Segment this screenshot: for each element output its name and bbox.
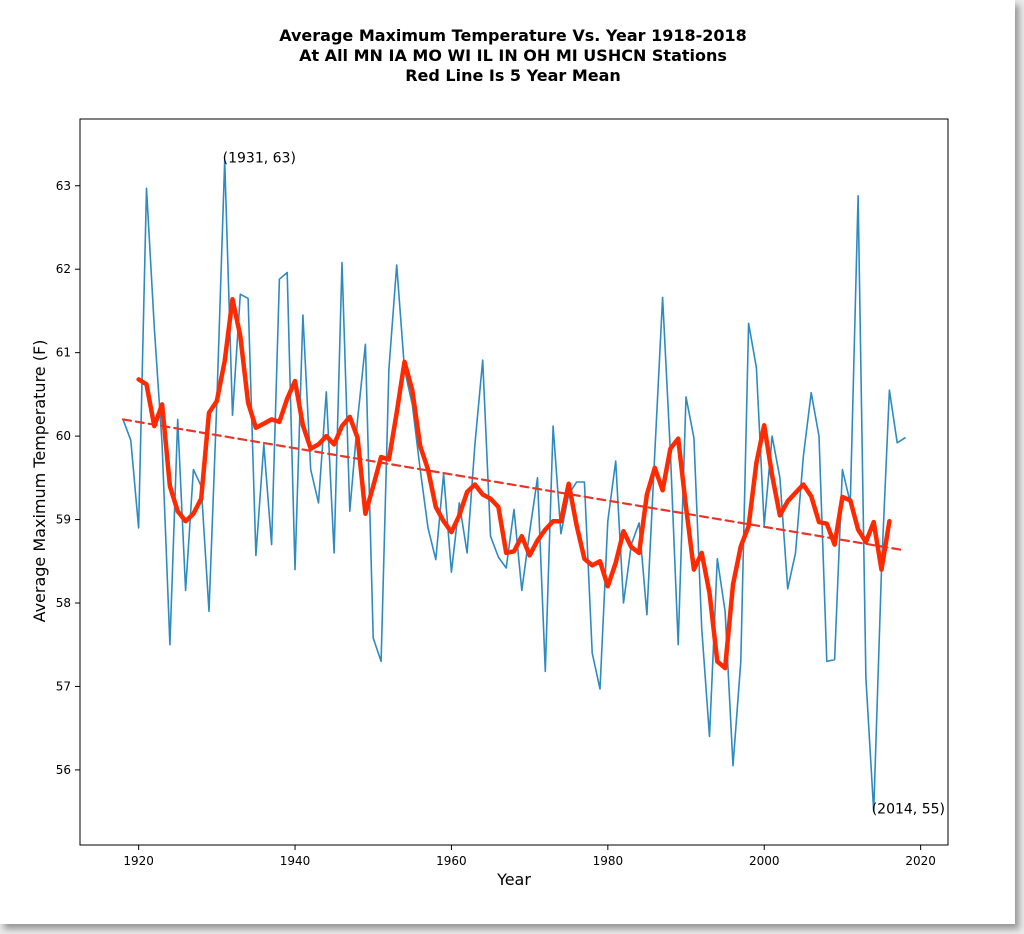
y-axis: 56 57 58 59 60 61 62 63 [56, 179, 80, 777]
x-tick-label: 1960 [436, 854, 467, 868]
y-axis-label: Average Maximum Temperature (F) [30, 340, 49, 623]
plot-frame [79, 118, 949, 846]
y-tick-label: 61 [56, 346, 71, 360]
x-tick-label: 1980 [593, 854, 624, 868]
annual-series-line [122, 159, 906, 813]
x-axis-label: Year [496, 870, 531, 889]
chart-title-line-3: Red Line Is 5 Year Mean [405, 66, 621, 85]
y-tick-label: 58 [56, 596, 71, 610]
annotations: (1931, 63) (2014, 55) [223, 151, 945, 818]
y-tick-label: 60 [56, 429, 71, 443]
plot-marks [121, 159, 907, 813]
mean-series-line [136, 296, 892, 671]
y-tick-label: 62 [56, 262, 71, 276]
x-tick-label: 1940 [280, 854, 311, 868]
x-tick-label: 2000 [749, 854, 780, 868]
x-tick-label: 2020 [905, 854, 936, 868]
chart-title-line-1: Average Maximum Temperature Vs. Year 191… [279, 26, 747, 45]
chart-title-line-2: At All MN IA MO WI IL IN OH MI USHCN Sta… [299, 46, 727, 65]
y-tick-label: 56 [56, 763, 71, 777]
x-tick-label: 1920 [123, 854, 154, 868]
x-axis: 1920 1940 1960 1980 2000 2020 [123, 845, 936, 868]
trend-series-line [121, 418, 907, 552]
y-tick-label: 63 [56, 179, 71, 193]
point-annotation: (1931, 63) [223, 151, 296, 167]
y-tick-label: 57 [56, 679, 71, 693]
y-tick-label: 59 [56, 513, 71, 527]
point-annotation: (2014, 55) [872, 802, 945, 818]
